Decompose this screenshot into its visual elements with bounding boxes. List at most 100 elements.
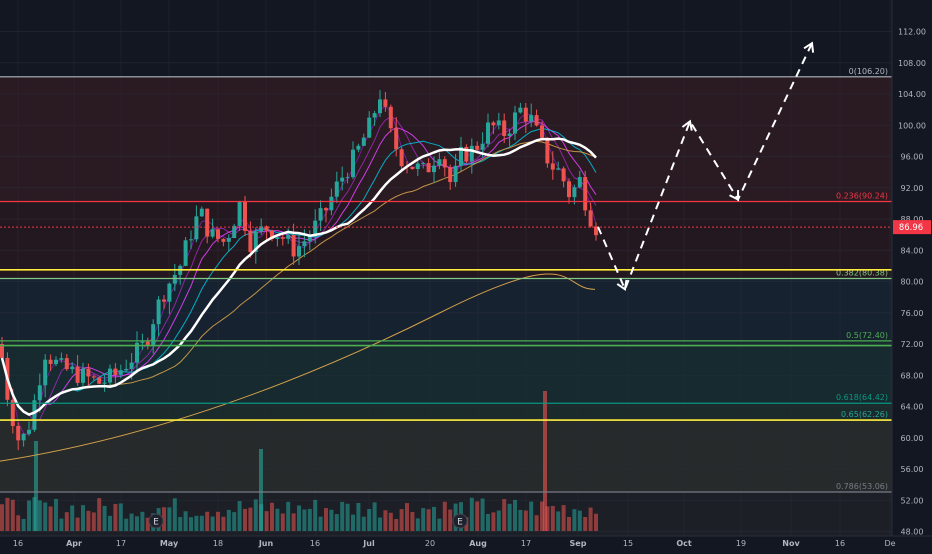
candle-body [162, 299, 166, 302]
volume-bar [70, 505, 75, 531]
volume-bar [5, 497, 10, 531]
candle [442, 156, 447, 177]
volume-bar [399, 509, 404, 531]
candle [367, 111, 372, 139]
candle-body [129, 362, 134, 369]
candle-body [86, 368, 91, 377]
candle-body [583, 176, 588, 211]
candle-body [367, 117, 372, 138]
volume-bar [529, 501, 534, 531]
volume-bar [329, 509, 334, 531]
candle-body [453, 165, 458, 183]
candle-body [496, 120, 501, 126]
volume-bar [34, 441, 38, 531]
candle [448, 164, 453, 190]
price-tick-label: 60.00 [901, 434, 924, 443]
volume-bar [491, 512, 496, 531]
volume-bar [324, 508, 328, 531]
candle-body [64, 358, 69, 370]
volume-bar [264, 511, 269, 531]
volume-bar [286, 501, 291, 531]
projection-arrow [681, 119, 693, 131]
fib-level-label: 0.236(90.24) [836, 192, 888, 201]
candle [221, 238, 226, 247]
price-tick-label: 92.00 [901, 184, 924, 193]
candle-body [275, 237, 280, 239]
volume-bar [351, 514, 355, 531]
time-tick-label: Sep [570, 539, 587, 548]
volume-bar [340, 501, 345, 531]
volume-bar [135, 516, 139, 531]
volume-bar [54, 498, 58, 531]
candle [27, 421, 31, 436]
volume-bar [64, 512, 69, 531]
candle-body [151, 324, 156, 345]
price-tick-label: 72.00 [901, 340, 924, 349]
volume-bar [237, 501, 242, 531]
ma-line-20 [0, 137, 597, 416]
candle [21, 432, 26, 447]
volume-bar [367, 509, 372, 531]
volume-bar [345, 503, 350, 531]
candle [588, 202, 593, 228]
volume-bar [102, 505, 107, 531]
volume-bar [81, 505, 85, 531]
volume-bar [189, 517, 193, 531]
projection-arrow [616, 279, 628, 292]
candle-body [588, 210, 593, 227]
candle [324, 207, 328, 223]
earnings-marker[interactable]: E [452, 513, 468, 529]
fib-zone [0, 340, 892, 404]
candle [577, 170, 582, 189]
current-price-tag [893, 220, 931, 235]
volume-bar [86, 510, 91, 531]
candle-body [448, 167, 453, 183]
candle [226, 234, 231, 252]
time-tick-label: 17 [521, 539, 531, 548]
candle [199, 206, 204, 217]
candle-body [54, 359, 58, 364]
volume-bar [334, 514, 339, 531]
projection-arrow [729, 190, 740, 202]
earnings-marker[interactable]: E [148, 513, 164, 529]
volume-bar [480, 498, 485, 531]
volume-bar [91, 512, 96, 531]
candle-body [415, 163, 420, 170]
time-axis[interactable] [0, 536, 932, 550]
price-tick-label: 80.00 [901, 278, 924, 287]
candle-body [302, 241, 307, 247]
volume-bar [140, 511, 145, 531]
candle [486, 113, 490, 148]
volume-bar [518, 509, 523, 531]
candle-body [194, 216, 199, 240]
price-axis[interactable] [892, 0, 932, 550]
volume-bar [405, 503, 409, 531]
candle [210, 218, 215, 239]
volume-bar [543, 391, 547, 531]
candle-body [108, 368, 112, 383]
candle-body [0, 344, 4, 358]
candle [307, 230, 312, 251]
candle [394, 117, 399, 157]
candle [16, 422, 21, 451]
fib-level-label: 0.618(64.42) [836, 393, 888, 402]
volume-bar [221, 516, 226, 531]
volume-bar [523, 510, 528, 531]
candle [567, 178, 571, 204]
time-tick-label: Jun [258, 539, 274, 548]
candle-body [189, 239, 193, 241]
candle [75, 355, 80, 386]
candle-body [545, 137, 550, 164]
candle-body [464, 146, 469, 162]
candle-body [259, 226, 264, 232]
candle-body [145, 341, 150, 345]
candle-body [572, 187, 577, 198]
time-tick-label: 16 [310, 539, 320, 548]
candle-body [318, 208, 323, 221]
candle-body [291, 234, 296, 257]
time-tick-label: 16 [835, 539, 845, 548]
candle [529, 103, 534, 128]
candle-body [297, 246, 301, 257]
